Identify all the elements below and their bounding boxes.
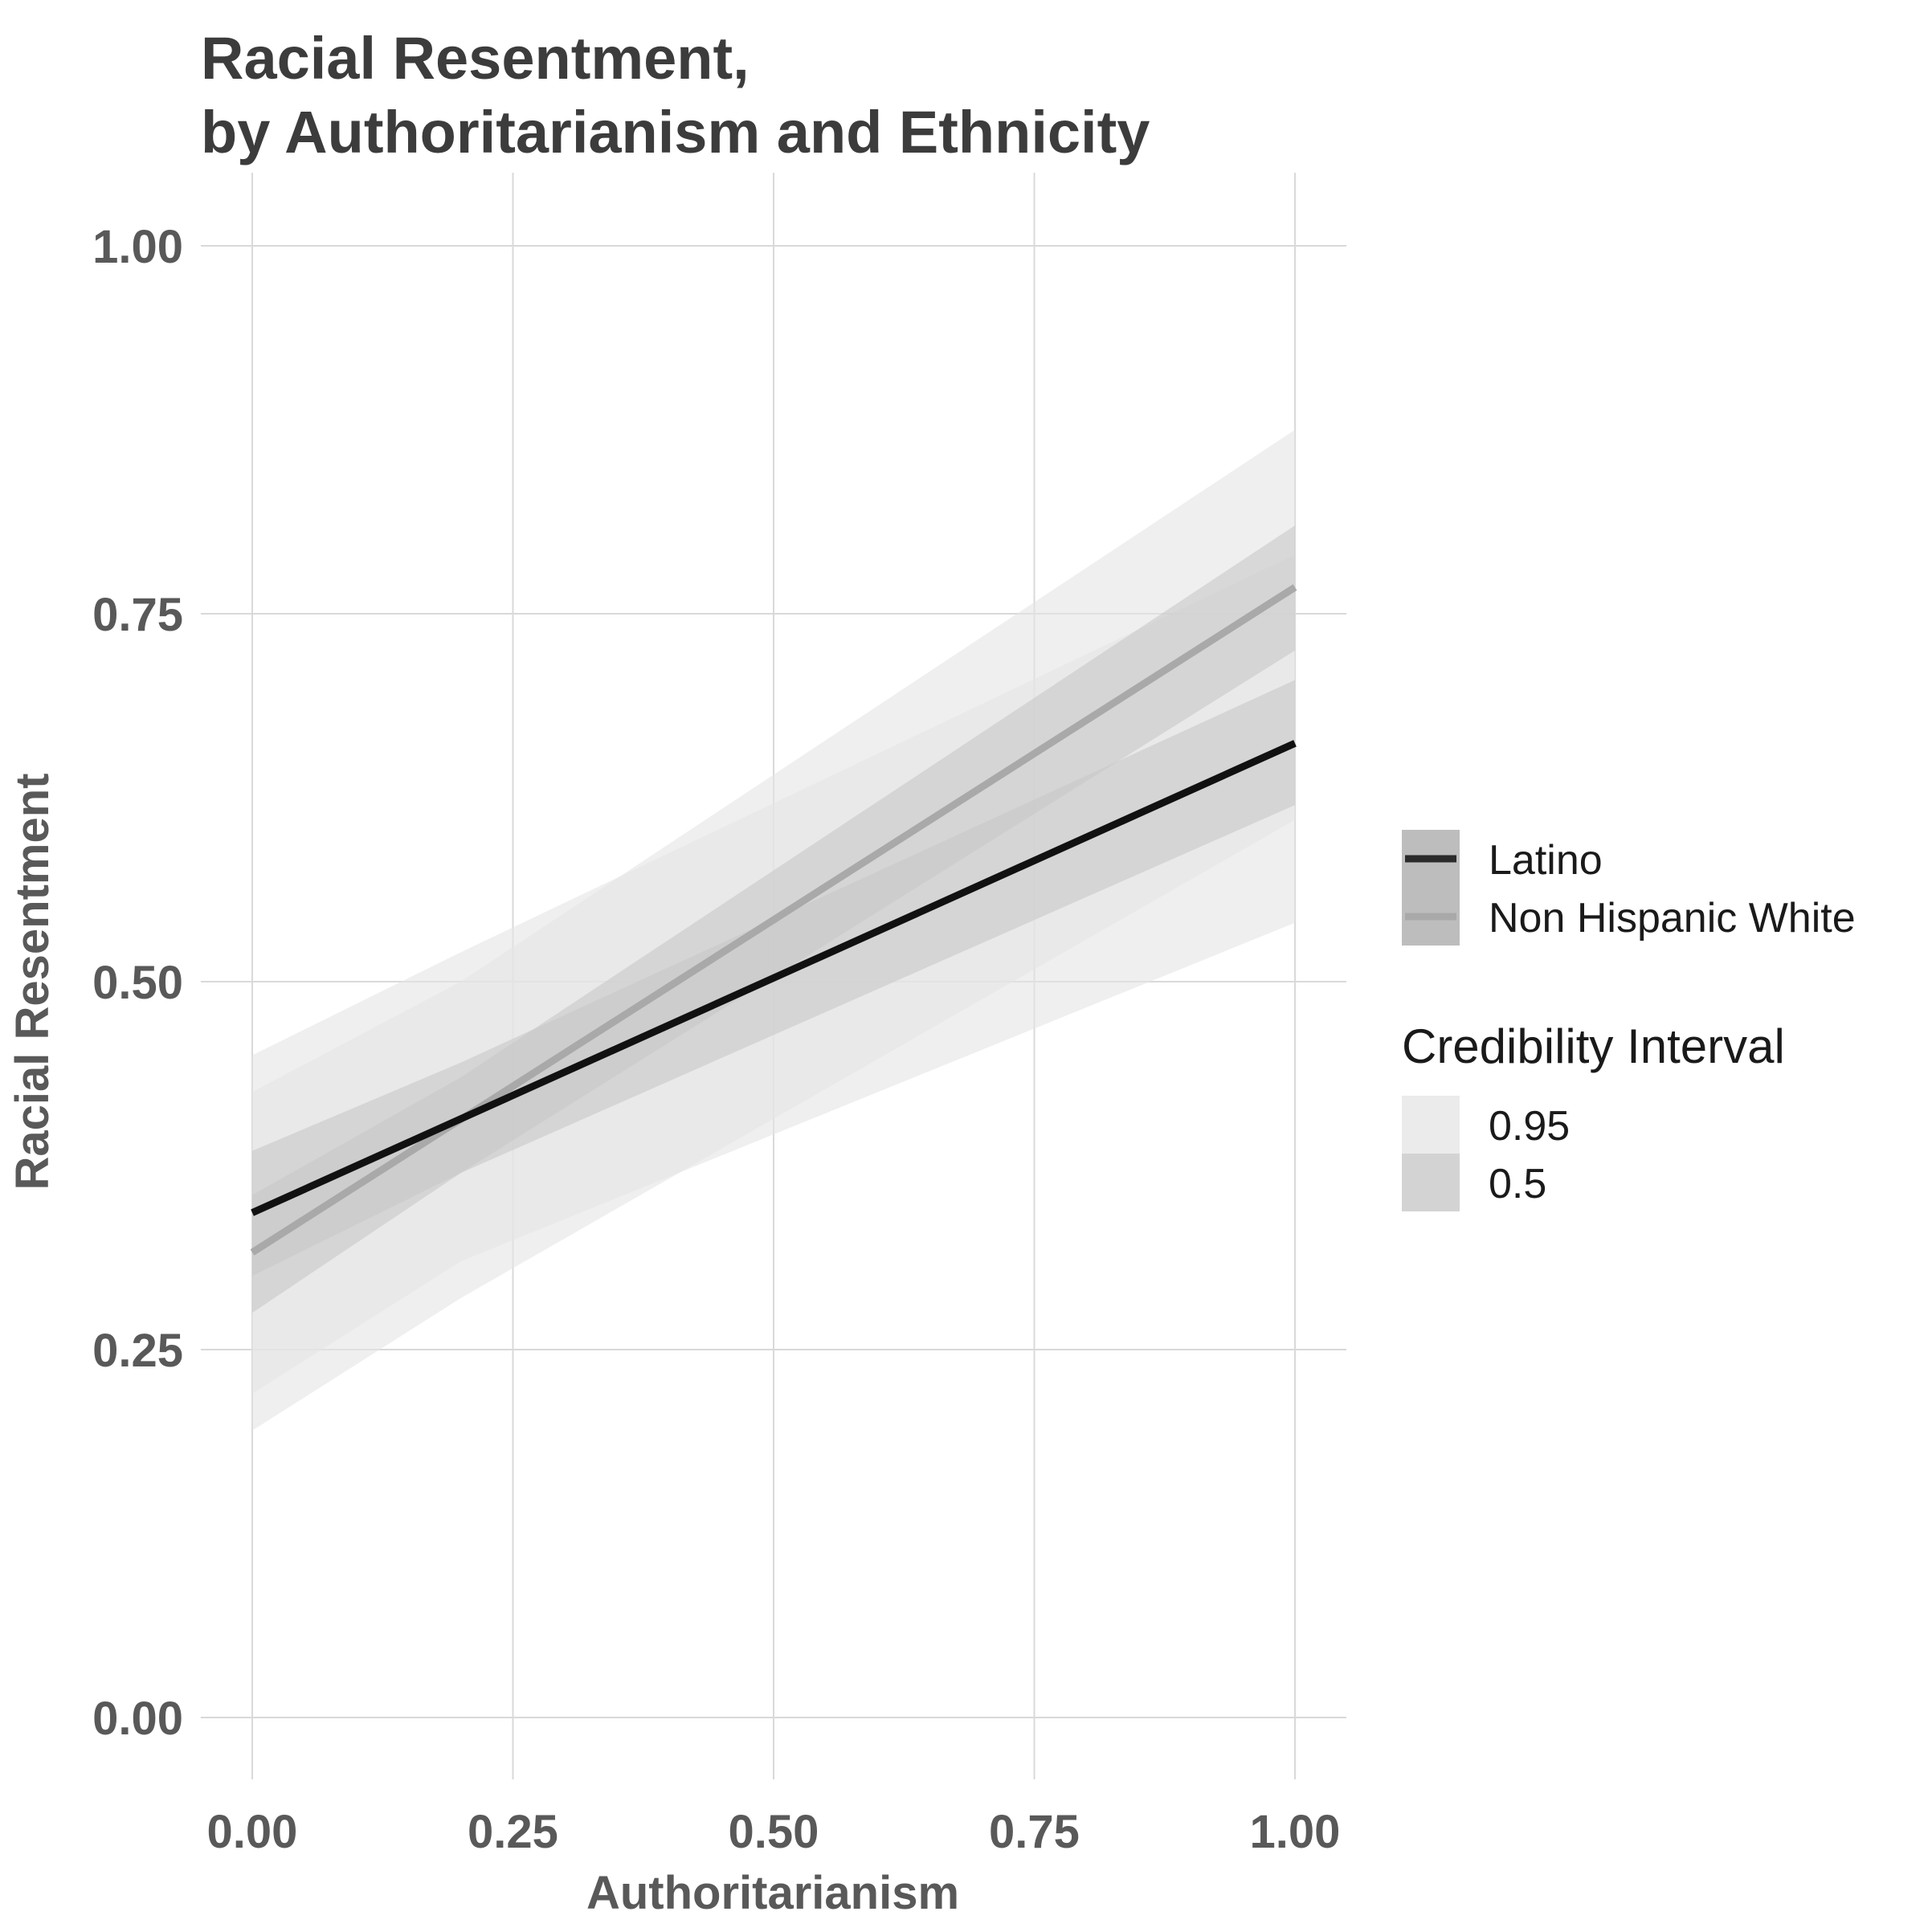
line-layer [250,584,1297,1256]
x-tick-label-1: 0.25 [468,1806,558,1858]
legend-key-ci50 [1402,1154,1460,1211]
x-tick-label-3: 0.75 [989,1806,1080,1858]
legend-label-non-hispanic-white: Non Hispanic White [1489,895,1856,941]
x-tick-label-2: 0.50 [729,1806,819,1858]
x-axis-title: Authoritarianism [586,1867,959,1919]
y-axis-title: Racial Resentment [6,774,59,1191]
legend-label-latino: Latino [1489,837,1603,884]
y-tick-label-2: 0.50 [92,957,183,1009]
x-tick-label-0: 0.00 [207,1806,298,1858]
y-tick-label-3: 0.75 [92,589,183,641]
tick-layer: 0.00 0.25 0.50 0.75 1.00 0.00 0.25 0.50 0.75 1.00 [92,221,1340,1858]
legend-label-ci50: 0.5 [1489,1161,1546,1207]
chart-title-line-1: Racial Resentment, [201,25,750,92]
legend-label-ci95: 0.95 [1489,1103,1570,1150]
chart-title-line-2: by Authoritarianism and Ethnicity [201,99,1150,165]
legend-key-ci95 [1402,1096,1460,1154]
x-tick-label-4: 1.00 [1250,1806,1341,1858]
y-tick-label-0: 0.00 [92,1693,183,1745]
legend-title-credibility-interval: Credibility Interval [1402,1019,1785,1073]
series-line-0 [251,740,1297,1216]
y-tick-label-1: 0.25 [92,1325,183,1377]
y-tick-label-4: 1.00 [92,221,183,273]
legend: Latino Non Hispanic White Credibility In… [1402,830,1856,1211]
series-line-1 [250,584,1297,1256]
